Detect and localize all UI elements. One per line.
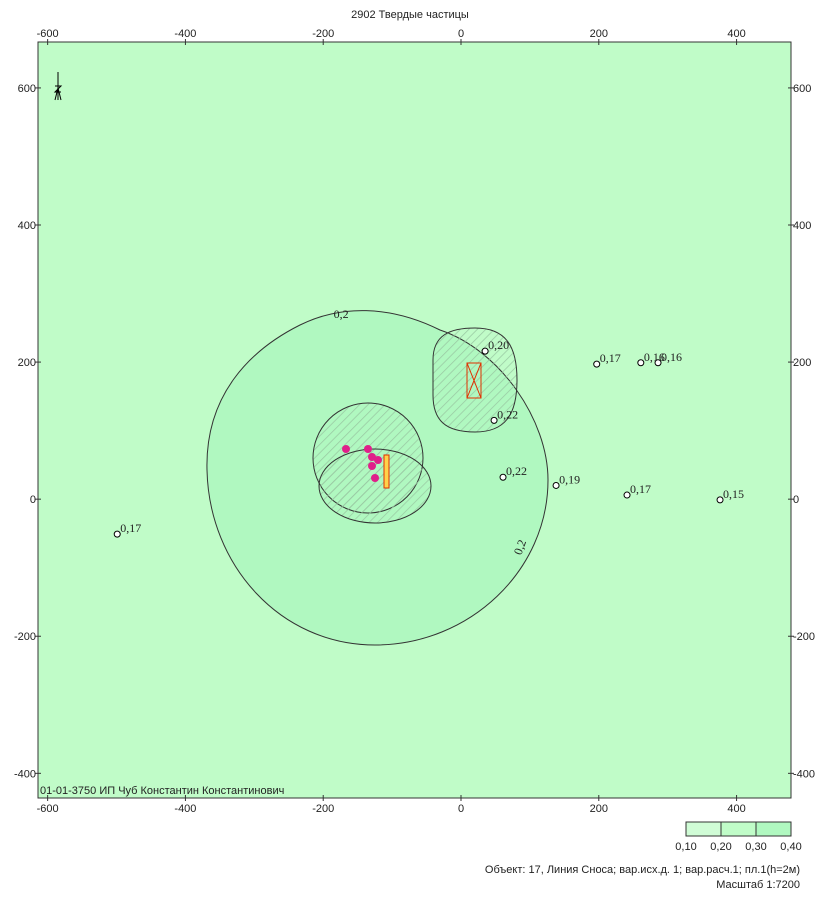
point-label: 0,16 [661,350,682,364]
north-arrow [53,72,63,101]
sources [342,445,382,482]
y-tick-label: 400 [793,220,811,232]
calc-point [637,359,645,367]
source [466,362,482,399]
y-tick-label: 0 [30,494,36,506]
footer: Объект: 17, Линия Сноса; вар.исх.д. 1; в… [485,864,800,876]
contour-label: 0,2 [334,307,349,321]
y-tick-label: -200 [793,631,815,643]
y-tick-label: -400 [14,768,36,780]
legend: 0,10 0,20 0,30 0,40 [675,821,802,853]
legend-label: 0,40 [780,841,801,853]
y-tick-label: 200 [793,357,811,369]
x-tick-label: 200 [590,28,608,40]
point-label: 0,20 [488,338,509,352]
point-label: 0,17 [600,351,621,365]
x-tick-label: -200 [312,28,334,40]
legend-label: 0,30 [745,841,766,853]
calc-point [623,491,631,499]
x-tick-label: 0 [458,803,464,815]
point-label: 0,22 [506,464,527,478]
source [383,454,390,489]
calc-point [490,416,498,424]
x-tick-label: -400 [174,803,196,815]
x-tick-label: -400 [174,28,196,40]
y-tick-label: 600 [793,83,811,95]
caption: 01-01-3750 ИП Чуб Константин Константино… [40,785,284,797]
hatched-zone [318,448,432,524]
point-label: 0,19 [559,472,580,486]
x-tick-label: 400 [727,803,745,815]
x-tick-label: -600 [37,28,59,40]
calc-point [499,473,507,481]
calc-point [552,481,560,489]
x-tick-label: 200 [590,803,608,815]
point-label: 0,17 [120,521,141,535]
x-tick-label: 400 [727,28,745,40]
calc-point [716,496,724,504]
y-tick-label: -400 [793,768,815,780]
point-label: 0,17 [630,482,651,496]
y-tick-label: 600 [18,83,36,95]
legend-swatch [685,821,722,837]
y-tick-label: 0 [793,494,799,506]
source [466,362,482,399]
legend-swatch [720,821,757,837]
y-tick-label: 400 [18,220,36,232]
x-tick-label: -200 [312,803,334,815]
legend-label: 0,10 [675,841,696,853]
x-tick-label: 0 [458,28,464,40]
y-tick-label: -200 [14,631,36,643]
map-title: 2902 Твердые частицы [351,9,469,21]
point-label: 0,15 [723,487,744,501]
calc-point [481,347,489,355]
legend-label: 0,20 [710,841,731,853]
y-tick-label: 200 [18,357,36,369]
legend-swatch [755,821,792,837]
x-tick-label: -600 [37,803,59,815]
calc-point [593,360,601,368]
footer: Масштаб 1:7200 [716,879,800,891]
point-label: 0,22 [497,407,518,421]
calc-point [654,359,662,367]
calc-point [113,530,121,538]
contour-label: 0,2 [511,538,529,557]
hatched-zone [432,327,518,433]
